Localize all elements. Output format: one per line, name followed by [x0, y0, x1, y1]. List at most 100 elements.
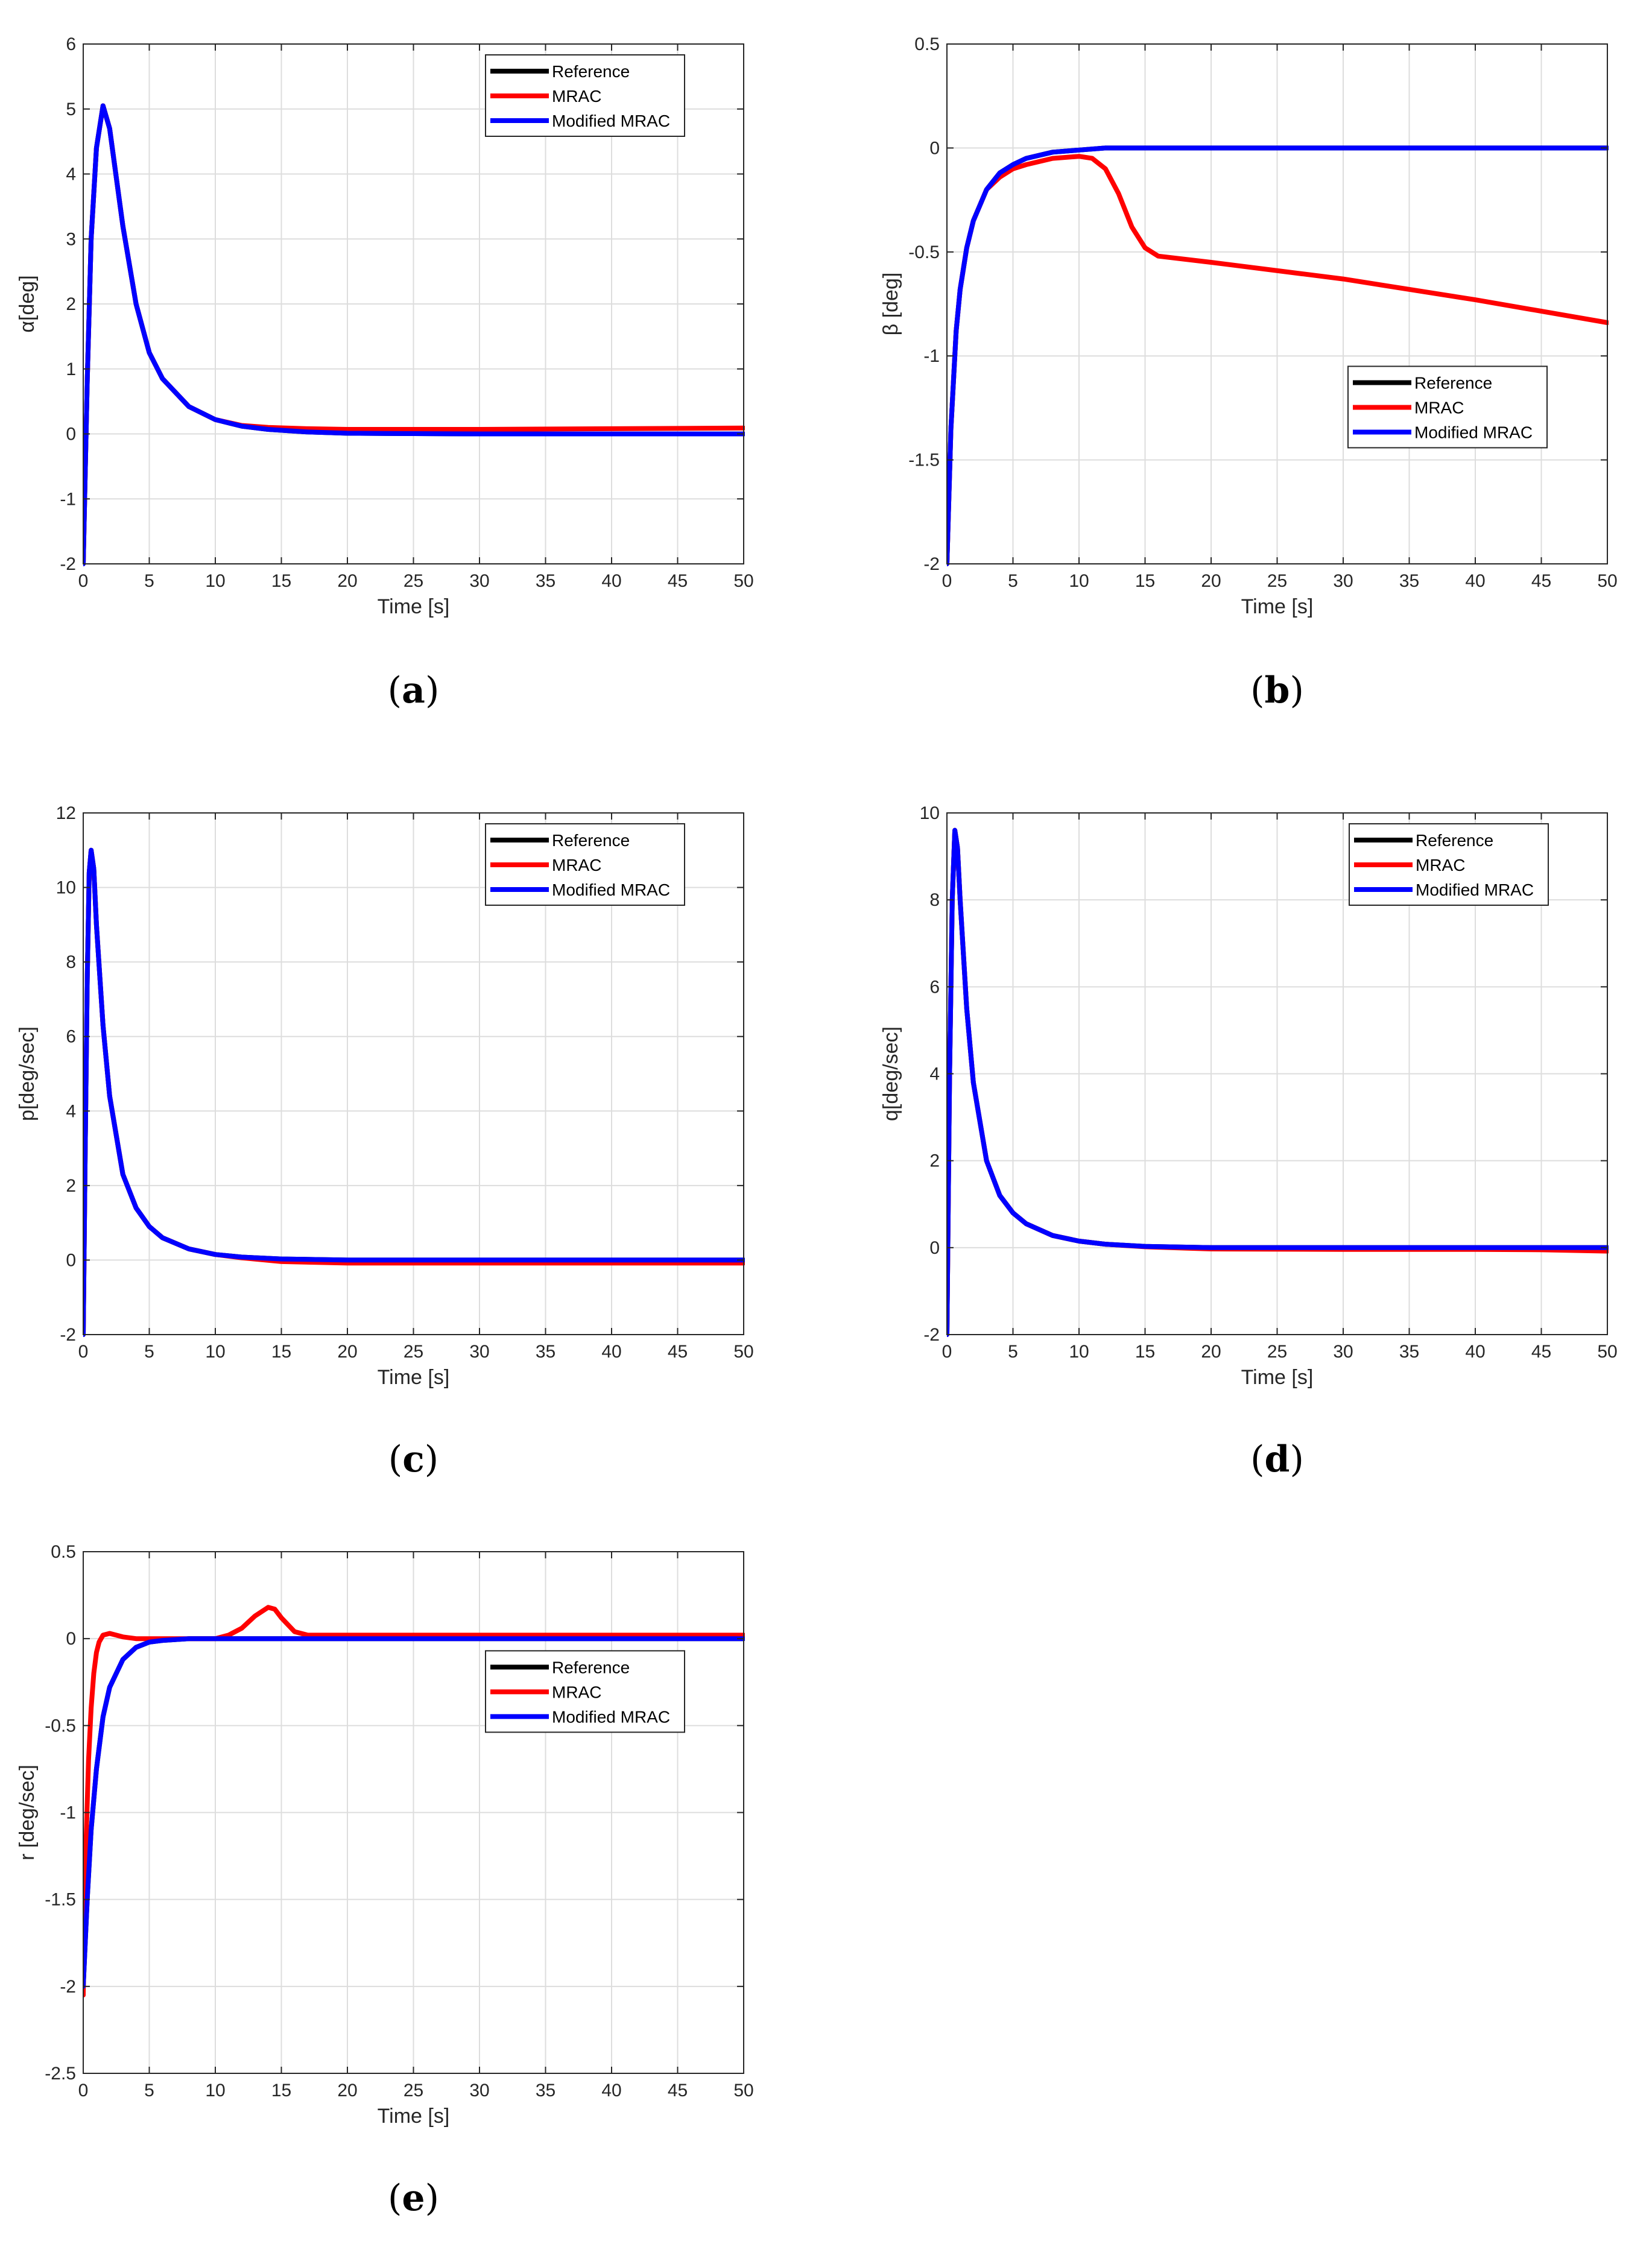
- x-tick-label: 35: [1399, 1342, 1419, 1362]
- x-tick-label: 20: [337, 571, 357, 591]
- legend-label: Modified MRAC: [552, 112, 670, 130]
- y-tick-label: -1: [60, 489, 76, 509]
- x-tick-label: 25: [1267, 571, 1287, 591]
- y-tick-label: 3: [66, 229, 76, 249]
- y-tick-label: 0: [66, 1250, 76, 1270]
- x-tick-label: 5: [1008, 1342, 1018, 1362]
- x-tick-label: 50: [1597, 1342, 1617, 1362]
- caption-paren-close: ): [1290, 669, 1303, 712]
- caption-letter: e: [402, 2177, 425, 2219]
- x-tick-label: 50: [733, 1342, 753, 1362]
- x-tick-label: 5: [1008, 571, 1018, 591]
- legend-label: Modified MRAC: [1414, 423, 1533, 441]
- y-tick-label: 4: [66, 165, 76, 185]
- y-tick-label: 0: [929, 138, 940, 158]
- legend-label: MRAC: [1414, 398, 1464, 417]
- x-axis-label: Time [s]: [1241, 595, 1314, 618]
- x-tick-label: 40: [601, 2081, 621, 2100]
- caption-paren-close: ): [425, 669, 439, 712]
- x-tick-label: 45: [1531, 1342, 1551, 1362]
- series-line-modified-mrac: [83, 847, 745, 1337]
- subplot-e: 0 5 10 15 20 25 30 35 40 45 50 -2.5 -2 -1.5 -1 -0.5 0 0.5…: [16, 1542, 754, 2219]
- x-tick-label: 30: [469, 571, 489, 591]
- y-tick-label: 0.5: [51, 1542, 76, 1562]
- x-tick-label: 50: [1597, 571, 1617, 591]
- y-tick-label: 2: [929, 1151, 940, 1171]
- caption-paren-close: ): [425, 2177, 439, 2219]
- y-tick-label: 0: [929, 1238, 940, 1258]
- caption-paren-open: (: [1250, 1438, 1264, 1481]
- series-group: [83, 1605, 745, 1998]
- y-tick-label: 12: [56, 803, 76, 823]
- x-tick-label: 15: [271, 2081, 291, 2100]
- y-tick-label: 0.5: [914, 34, 940, 54]
- series-line-modified-mrac: [83, 1636, 745, 1989]
- legend-label: MRAC: [1416, 856, 1465, 874]
- series-group: [947, 145, 1609, 566]
- caption-paren-close: ): [425, 1438, 438, 1481]
- x-tick-label: 45: [1531, 571, 1551, 591]
- y-tick-label: -2: [60, 554, 76, 574]
- y-tick-label: 0: [66, 425, 76, 444]
- legend: Reference MRAC Modified MRAC: [485, 1650, 685, 1733]
- y-tick-label: -2: [923, 554, 940, 574]
- legend-label: Reference: [1416, 831, 1493, 850]
- y-tick-label: 0: [66, 1629, 76, 1649]
- y-tick-label: -1: [923, 346, 940, 366]
- caption-letter: b: [1265, 669, 1290, 712]
- x-tick-label: 15: [1135, 1342, 1155, 1362]
- legend-label: Reference: [1414, 373, 1492, 392]
- y-tick-label: 4: [929, 1064, 940, 1084]
- x-tick-label: 30: [1333, 571, 1353, 591]
- x-tick-label: 35: [536, 571, 555, 591]
- legend-label: MRAC: [552, 856, 601, 874]
- y-tick-label: 10: [920, 803, 940, 823]
- caption-paren-open: (: [388, 669, 402, 712]
- x-tick-label: 40: [1465, 1342, 1485, 1362]
- y-tick-label: 5: [66, 100, 76, 119]
- y-tick-label: -1.5: [908, 450, 940, 470]
- y-tick-label: 2: [66, 1176, 76, 1196]
- y-tick-label: -0.5: [45, 1716, 76, 1736]
- legend-label: Modified MRAC: [552, 880, 670, 899]
- y-tick-label: -0.5: [908, 242, 940, 262]
- x-tick-label: 5: [144, 2081, 154, 2100]
- x-tick-label: 20: [337, 2081, 357, 2100]
- caption-letter: d: [1265, 1438, 1290, 1481]
- x-tick-label: 10: [205, 571, 225, 591]
- x-tick-label: 10: [205, 2081, 225, 2100]
- legend-label: Modified MRAC: [552, 1707, 670, 1726]
- y-axis-label: β [deg]: [879, 273, 902, 336]
- legend: Reference MRAC Modified MRAC: [485, 823, 685, 906]
- y-axis-label: p[deg/sec]: [16, 1026, 39, 1121]
- caption-paren-open: (: [388, 2177, 402, 2219]
- y-tick-label: -2: [923, 1325, 940, 1345]
- legend-label: Modified MRAC: [1416, 880, 1534, 899]
- x-tick-label: 15: [271, 1342, 291, 1362]
- caption-letter: c: [402, 1438, 425, 1481]
- x-tick-label: 0: [78, 1342, 89, 1362]
- y-tick-label: -1: [60, 1803, 76, 1823]
- caption-paren-open: (: [1250, 669, 1264, 712]
- y-axis-label: q[deg/sec]: [879, 1026, 902, 1121]
- y-tick-label: 10: [56, 878, 76, 898]
- x-tick-label: 10: [205, 1342, 225, 1362]
- y-tick-label: -2: [60, 1325, 76, 1345]
- x-tick-label: 20: [1201, 1342, 1221, 1362]
- x-tick-label: 35: [536, 1342, 555, 1362]
- x-tick-label: 30: [469, 2081, 489, 2100]
- y-tick-label: 6: [929, 977, 940, 997]
- x-tick-label: 40: [601, 1342, 621, 1362]
- subplot-caption: (b): [1250, 669, 1304, 712]
- subplot-caption: (e): [388, 2177, 439, 2219]
- caption-paren-close: ): [1290, 1438, 1303, 1481]
- y-tick-label: 2: [66, 294, 76, 314]
- x-tick-label: 25: [404, 1342, 423, 1362]
- y-tick-label: 8: [929, 890, 940, 910]
- subplot-caption: (c): [388, 1438, 438, 1481]
- x-tick-label: 45: [668, 2081, 688, 2100]
- legend-label: Reference: [552, 62, 630, 81]
- subplot-caption: (a): [388, 669, 440, 712]
- legend: Reference MRAC Modified MRAC: [1349, 823, 1549, 906]
